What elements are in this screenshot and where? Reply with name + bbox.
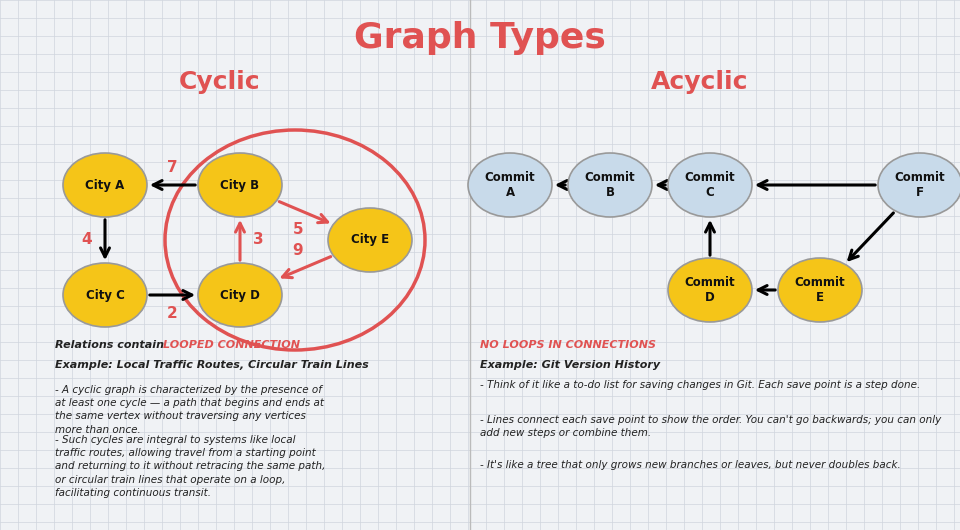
Text: City B: City B [221, 179, 259, 191]
Text: 7: 7 [167, 160, 178, 174]
Text: Commit
D: Commit D [684, 276, 735, 304]
Text: Commit
C: Commit C [684, 171, 735, 199]
Text: City C: City C [85, 288, 125, 302]
Ellipse shape [668, 153, 752, 217]
Ellipse shape [63, 263, 147, 327]
Ellipse shape [778, 258, 862, 322]
Text: Acyclic: Acyclic [651, 70, 749, 94]
Text: City A: City A [85, 179, 125, 191]
Text: NO LOOPS IN CONNECTIONS: NO LOOPS IN CONNECTIONS [480, 340, 656, 350]
Ellipse shape [198, 153, 282, 217]
Text: - A cyclic graph is characterized by the presence of
at least one cycle — a path: - A cyclic graph is characterized by the… [55, 385, 324, 435]
Ellipse shape [328, 208, 412, 272]
Text: Graph Types: Graph Types [354, 21, 606, 55]
Text: City E: City E [351, 234, 389, 246]
Text: - Lines connect each save point to show the order. You can't go backwards; you c: - Lines connect each save point to show … [480, 415, 941, 438]
Text: Commit
A: Commit A [485, 171, 536, 199]
Text: LOOPED CONNECTION: LOOPED CONNECTION [163, 340, 300, 350]
Text: 2: 2 [167, 305, 178, 321]
Ellipse shape [468, 153, 552, 217]
Ellipse shape [568, 153, 652, 217]
Text: Commit
E: Commit E [795, 276, 846, 304]
Text: 3: 3 [252, 233, 263, 248]
Text: - Think of it like a to-do list for saving changes in Git. Each save point is a : - Think of it like a to-do list for savi… [480, 380, 921, 390]
Ellipse shape [878, 153, 960, 217]
Text: 5: 5 [293, 222, 303, 236]
Text: Example: Local Traffic Routes, Circular Train Lines: Example: Local Traffic Routes, Circular … [55, 360, 369, 370]
Ellipse shape [198, 263, 282, 327]
Text: City D: City D [220, 288, 260, 302]
Text: 9: 9 [293, 243, 303, 259]
Text: 4: 4 [82, 233, 92, 248]
Text: Commit
F: Commit F [895, 171, 946, 199]
Text: - It's like a tree that only grows new branches or leaves, but never doubles bac: - It's like a tree that only grows new b… [480, 460, 900, 470]
Text: Relations contain: Relations contain [55, 340, 168, 350]
Text: - Such cycles are integral to systems like local
traffic routes, allowing travel: - Such cycles are integral to systems li… [55, 435, 325, 498]
Text: Commit
B: Commit B [585, 171, 636, 199]
Ellipse shape [668, 258, 752, 322]
Ellipse shape [63, 153, 147, 217]
Text: Example: Git Version History: Example: Git Version History [480, 360, 660, 370]
Text: Cyclic: Cyclic [180, 70, 261, 94]
